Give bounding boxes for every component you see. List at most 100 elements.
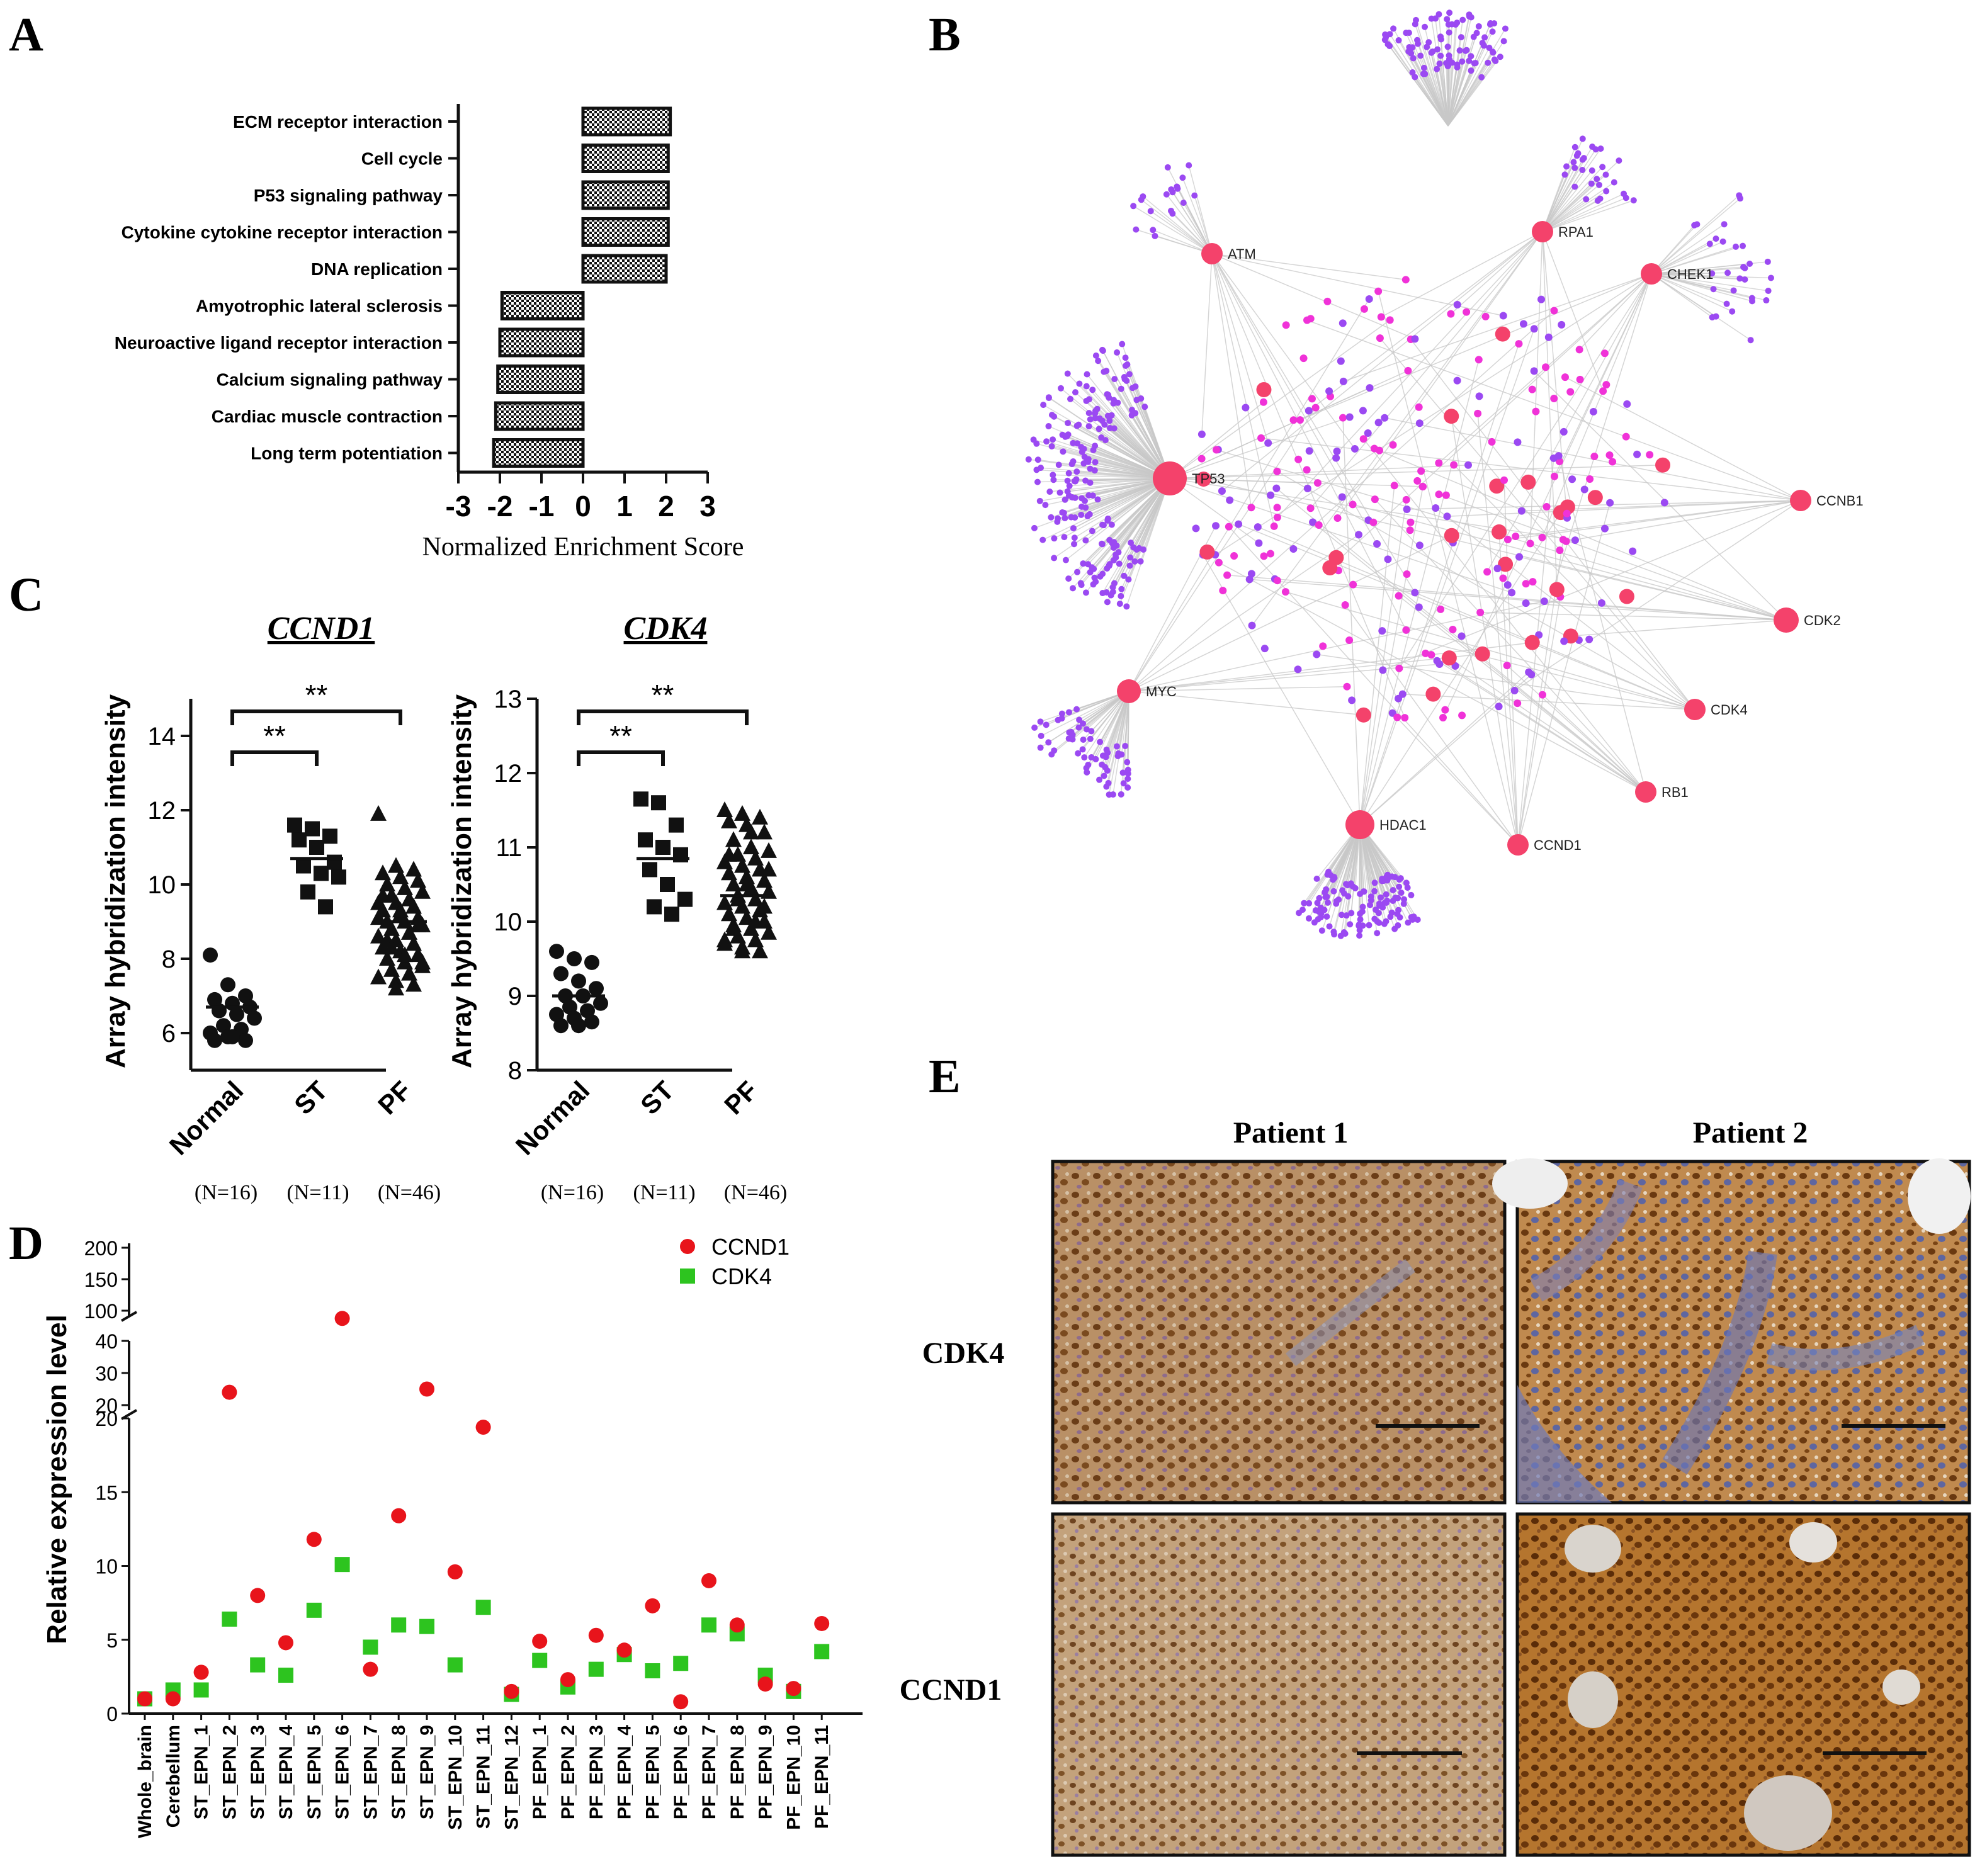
network-node bbox=[1043, 438, 1050, 445]
category-label: Normal bbox=[164, 1075, 249, 1161]
network-node bbox=[1741, 276, 1748, 283]
ccnd1-point bbox=[447, 1564, 463, 1579]
network-node bbox=[1073, 706, 1080, 713]
network-node bbox=[1660, 499, 1668, 507]
network-node bbox=[1050, 472, 1056, 478]
network-node bbox=[1084, 512, 1091, 519]
data-point bbox=[287, 817, 302, 833]
network-node bbox=[1303, 316, 1311, 324]
network-node bbox=[1331, 874, 1338, 881]
network-node bbox=[1308, 395, 1316, 403]
network-node bbox=[1458, 711, 1466, 720]
ccnd1-point bbox=[334, 1311, 350, 1326]
network-edge bbox=[1359, 499, 1407, 825]
network-node bbox=[1088, 754, 1095, 760]
network-node bbox=[1061, 496, 1068, 503]
network-node bbox=[1114, 752, 1121, 759]
cdk4-point bbox=[278, 1668, 293, 1683]
network-node bbox=[1390, 482, 1398, 490]
network-node bbox=[1406, 526, 1414, 534]
network-node bbox=[1365, 295, 1373, 303]
network-edge bbox=[1326, 824, 1361, 917]
network-edge bbox=[1299, 273, 1652, 421]
data-point bbox=[721, 845, 737, 862]
network-node bbox=[1312, 907, 1319, 914]
network-node bbox=[1397, 875, 1404, 882]
y-tick-label: 20 bbox=[95, 1394, 118, 1417]
network-node bbox=[1121, 374, 1128, 381]
ihc-column-label-patient-2: Patient 2 bbox=[1693, 1116, 1808, 1150]
network-edge bbox=[1218, 562, 1646, 793]
network-node bbox=[1110, 557, 1117, 564]
network-edge bbox=[1430, 18, 1449, 127]
network-edge bbox=[1398, 273, 1652, 669]
network-edge bbox=[1073, 443, 1170, 479]
network-node bbox=[1747, 337, 1754, 344]
network-node bbox=[1502, 25, 1509, 32]
network-edge bbox=[1392, 713, 1519, 845]
hub-node-tp53 bbox=[1153, 461, 1187, 495]
network-edge bbox=[1128, 310, 1554, 692]
category-label: Cytokine cytokine receptor interaction bbox=[122, 223, 443, 242]
network-node bbox=[1526, 540, 1534, 548]
network-node bbox=[1415, 541, 1424, 550]
network-node bbox=[1435, 490, 1443, 499]
network-edge bbox=[1345, 604, 1519, 845]
network-node bbox=[1595, 181, 1602, 188]
network-node bbox=[1322, 560, 1338, 575]
network-edge bbox=[1651, 198, 1741, 274]
network-edge bbox=[1430, 654, 1646, 793]
network-node bbox=[1588, 167, 1595, 174]
network-node bbox=[1444, 16, 1451, 23]
data-point bbox=[203, 947, 218, 963]
network-node bbox=[1528, 385, 1536, 393]
network-node bbox=[1599, 164, 1606, 171]
network-edge bbox=[1110, 478, 1170, 596]
y-tick-label: 9 bbox=[508, 983, 522, 1010]
bar-1 bbox=[581, 106, 672, 137]
significance-label: ** bbox=[263, 720, 286, 752]
network-node bbox=[1099, 346, 1106, 353]
network-node bbox=[1435, 11, 1442, 18]
network-node bbox=[1746, 261, 1753, 268]
network-node bbox=[1481, 312, 1490, 320]
network-node bbox=[1122, 354, 1129, 361]
network-node bbox=[1042, 502, 1049, 509]
data-point bbox=[593, 995, 608, 1011]
network-edge bbox=[1438, 14, 1449, 127]
data-point bbox=[405, 861, 422, 877]
network-node bbox=[1264, 439, 1272, 447]
y-tick-label: 6 bbox=[162, 1020, 176, 1048]
network-node bbox=[1371, 915, 1378, 922]
network-node bbox=[1444, 409, 1459, 424]
ccnd1-point bbox=[673, 1694, 689, 1710]
network-node bbox=[1057, 385, 1064, 392]
network-node bbox=[1289, 545, 1298, 553]
network-node bbox=[1366, 384, 1374, 392]
network-node bbox=[1097, 738, 1104, 745]
data-point bbox=[589, 981, 604, 997]
network-node bbox=[1306, 504, 1315, 512]
network-edge bbox=[1447, 500, 1801, 517]
network-edge bbox=[1316, 653, 1695, 710]
network-node bbox=[1064, 488, 1071, 495]
y-tick-label: 20 bbox=[95, 1408, 118, 1430]
network-node bbox=[1111, 376, 1118, 383]
network-edge bbox=[1092, 389, 1170, 479]
network-node bbox=[1374, 287, 1383, 295]
network-node bbox=[1370, 444, 1378, 453]
network-node bbox=[1338, 493, 1346, 501]
x-tick-label: -1 bbox=[529, 490, 555, 523]
network-edge bbox=[1408, 32, 1449, 127]
network-edge bbox=[1128, 535, 1452, 692]
network-edge bbox=[1651, 225, 1695, 274]
network-node bbox=[1130, 203, 1137, 210]
network-node bbox=[1387, 913, 1394, 920]
network-node bbox=[1071, 541, 1078, 548]
category-label: Calcium signaling pathway bbox=[217, 370, 443, 390]
network-node bbox=[1045, 422, 1052, 429]
ccnd1-point bbox=[193, 1664, 209, 1680]
network-node bbox=[1395, 895, 1401, 901]
network-node bbox=[1422, 649, 1430, 657]
network-node bbox=[1555, 457, 1563, 465]
